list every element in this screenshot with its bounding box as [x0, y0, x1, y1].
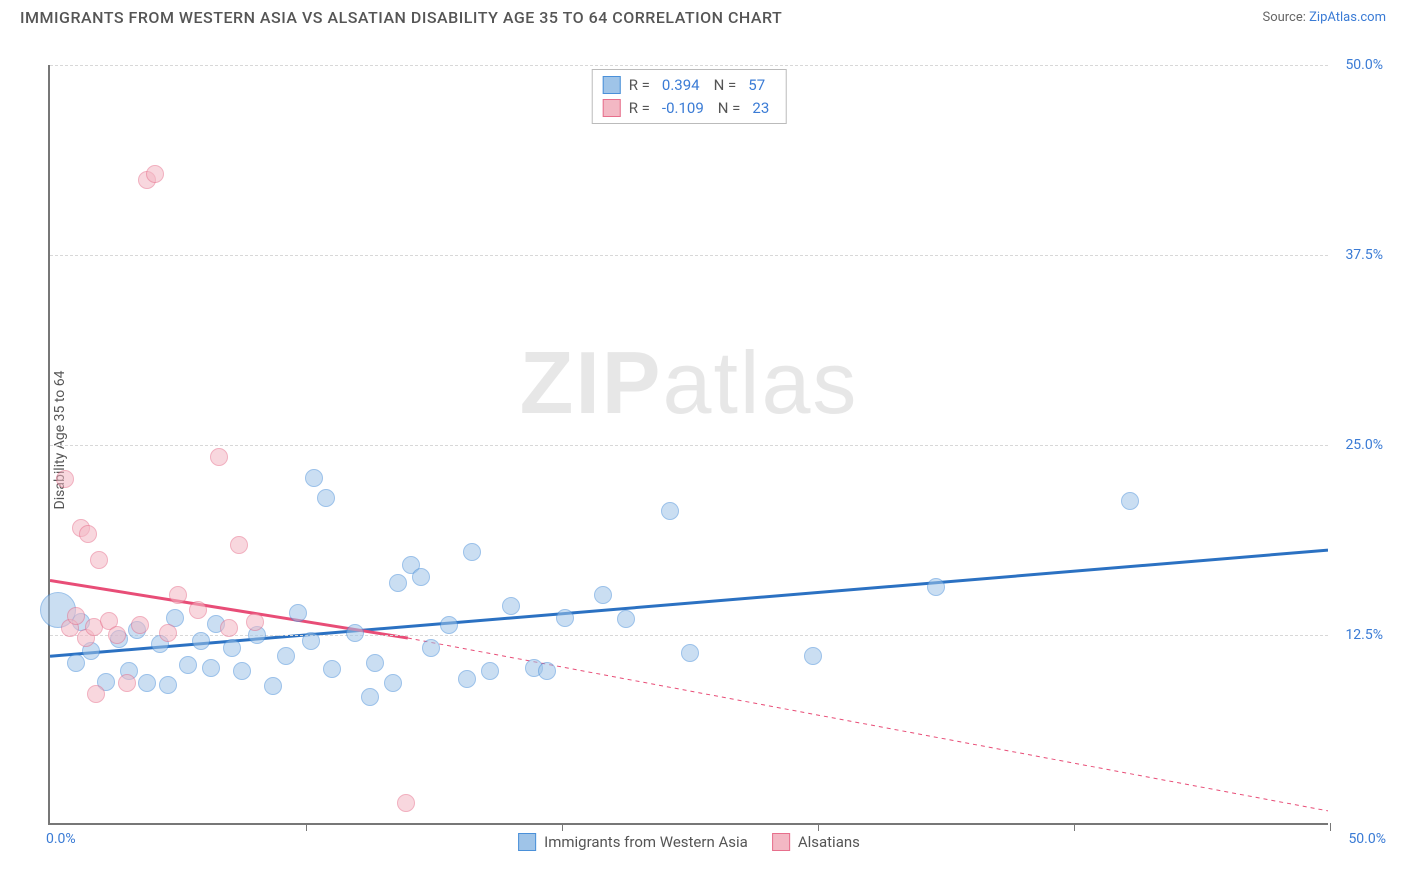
series-label-pink: Alsatians [798, 833, 860, 851]
x-tick [1074, 823, 1075, 831]
data-point-blue [305, 469, 323, 487]
data-point-pink [118, 674, 136, 692]
data-point-pink [67, 607, 85, 625]
data-point-pink [169, 586, 187, 604]
data-point-blue [927, 578, 945, 596]
data-point-blue [389, 574, 407, 592]
n-label: N = [718, 97, 741, 120]
chart-title: IMMIGRANTS FROM WESTERN ASIA VS ALSATIAN… [20, 8, 782, 27]
data-point-blue [233, 662, 251, 680]
data-point-blue [138, 674, 156, 692]
data-point-blue [192, 632, 210, 650]
swatch-pink [603, 99, 621, 117]
swatch-blue [518, 833, 536, 851]
gridline [50, 65, 1328, 66]
plot-area: ZIPatlas 0.0% 50.0% R = 0.394 N = 57 R =… [48, 65, 1328, 825]
x-max-label: 50.0% [1348, 831, 1386, 847]
n-value-pink: 23 [752, 97, 769, 120]
source-link[interactable]: ZipAtlas.com [1309, 10, 1386, 25]
x-tick [562, 823, 563, 831]
r-value-pink: -0.109 [662, 97, 704, 120]
data-point-blue [346, 624, 364, 642]
data-point-pink [87, 685, 105, 703]
data-point-blue [538, 662, 556, 680]
x-origin-label: 0.0% [46, 831, 76, 847]
y-tick-label: 37.5% [1345, 247, 1383, 263]
legend-row-pink: R = -0.109 N = 23 [603, 97, 776, 120]
data-point-blue [361, 688, 379, 706]
data-point-pink [397, 794, 415, 812]
x-tick [818, 823, 819, 831]
data-point-pink [56, 470, 74, 488]
data-point-blue [223, 639, 241, 657]
data-point-blue [202, 659, 220, 677]
data-point-blue [1121, 492, 1139, 510]
data-point-pink [79, 525, 97, 543]
data-point-blue [594, 586, 612, 604]
source-attribution: Source: ZipAtlas.com [1262, 10, 1386, 25]
data-point-blue [323, 660, 341, 678]
data-point-blue [159, 676, 177, 694]
data-point-blue [412, 568, 430, 586]
y-tick-label: 25.0% [1345, 437, 1383, 453]
source-prefix: Source: [1262, 10, 1309, 25]
watermark-rest: atlas [663, 333, 859, 432]
y-tick-label: 50.0% [1345, 57, 1383, 73]
data-point-blue [661, 502, 679, 520]
data-point-blue [481, 662, 499, 680]
plot-wrapper: Disability Age 35 to 64 ZIPatlas 0.0% 50… [48, 50, 1378, 830]
data-point-blue [463, 543, 481, 561]
data-point-blue [617, 610, 635, 628]
data-point-blue [384, 674, 402, 692]
data-point-pink [246, 613, 264, 631]
trend-lines-layer [50, 65, 1328, 823]
data-point-blue [179, 656, 197, 674]
data-point-blue [317, 489, 335, 507]
legend-row-blue: R = 0.394 N = 57 [603, 74, 776, 97]
data-point-pink [189, 601, 207, 619]
data-point-pink [230, 536, 248, 554]
data-point-pink [131, 616, 149, 634]
r-value-blue: 0.394 [662, 74, 700, 97]
data-point-blue [422, 639, 440, 657]
watermark: ZIPatlas [520, 332, 859, 434]
y-tick-label: 12.5% [1345, 627, 1383, 643]
legend-item-pink: Alsatians [772, 833, 860, 851]
n-value-blue: 57 [748, 74, 765, 97]
data-point-blue [67, 654, 85, 672]
correlation-legend: R = 0.394 N = 57 R = -0.109 N = 23 [592, 69, 787, 124]
data-point-pink [220, 619, 238, 637]
x-tick [1330, 823, 1331, 831]
data-point-blue [289, 604, 307, 622]
gridline [50, 255, 1328, 256]
data-point-blue [681, 644, 699, 662]
r-label: R = [629, 97, 650, 120]
n-label: N = [714, 74, 737, 97]
data-point-pink [159, 624, 177, 642]
data-point-blue [366, 654, 384, 672]
data-point-pink [210, 448, 228, 466]
data-point-blue [502, 597, 520, 615]
data-point-blue [804, 647, 822, 665]
data-point-blue [277, 647, 295, 665]
series-legend: Immigrants from Western Asia Alsatians [518, 833, 860, 851]
data-point-blue [458, 670, 476, 688]
swatch-pink [772, 833, 790, 851]
data-point-pink [90, 551, 108, 569]
x-tick [306, 823, 307, 831]
swatch-blue [603, 76, 621, 94]
data-point-blue [264, 677, 282, 695]
r-label: R = [629, 74, 650, 97]
gridline [50, 445, 1328, 446]
data-point-pink [146, 165, 164, 183]
series-label-blue: Immigrants from Western Asia [544, 833, 748, 851]
gridline [50, 635, 1328, 636]
watermark-bold: ZIP [520, 333, 663, 432]
legend-item-blue: Immigrants from Western Asia [518, 833, 748, 851]
data-point-blue [302, 632, 320, 650]
data-point-pink [108, 626, 126, 644]
data-point-blue [556, 609, 574, 627]
data-point-blue [440, 616, 458, 634]
